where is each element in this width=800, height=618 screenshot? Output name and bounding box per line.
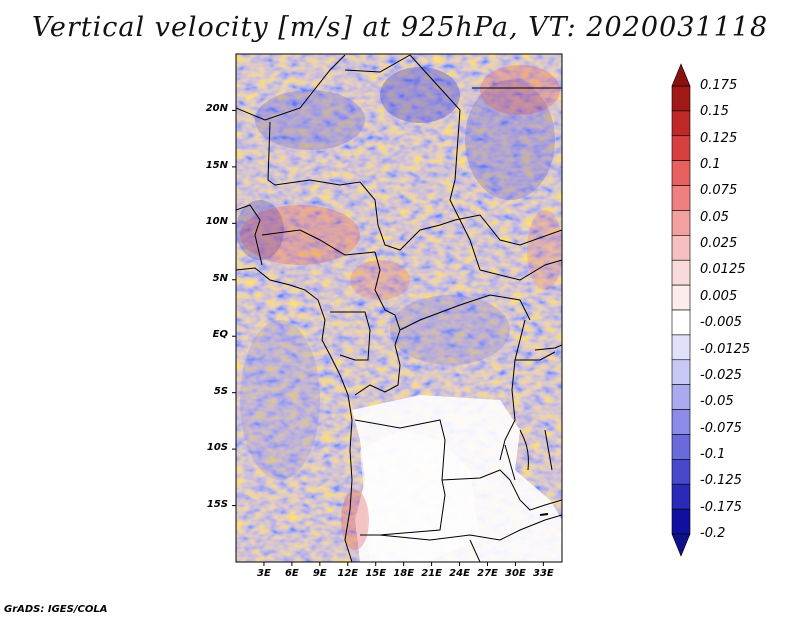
chart-title: Vertical velocity [m/s] at 925hPa, VT: 2… <box>31 12 769 43</box>
colorbar-label: 0.005 <box>700 288 738 304</box>
lon-tick-label: 12E <box>337 568 359 579</box>
colorbar-segment <box>671 483 691 510</box>
colorbar-segment <box>671 135 691 161</box>
lon-tick-label: 6E <box>284 568 299 579</box>
colorbar-label: -0.175 <box>700 499 742 515</box>
colorbar-label: -0.125 <box>700 473 742 489</box>
lon-tick-label: 15E <box>365 568 387 579</box>
lon-tick-label: 18E <box>393 568 415 579</box>
lat-tick-label: 5N <box>212 272 228 284</box>
colorbar-cap-bottom <box>671 533 691 557</box>
colorbar-label: -0.05 <box>700 394 734 410</box>
lat-tick-label: 5S <box>213 385 228 397</box>
colorbar-label: 0.025 <box>700 236 738 252</box>
lon-tick-label: 27E <box>477 568 498 579</box>
colorbar-label: -0.1 <box>700 446 726 462</box>
colorbar-label: 0.175 <box>700 78 738 93</box>
lon-tick-label: 3E <box>257 568 271 579</box>
colorbar-label: 0.15 <box>700 104 729 120</box>
colorbar-segment <box>671 434 691 460</box>
colorbar-label: 0.125 <box>700 130 738 146</box>
colorbar-segment <box>671 309 691 336</box>
lon-tick-label: 30E <box>505 568 526 579</box>
footer-credit: GrADS: IGES/COLA <box>4 604 108 615</box>
colorbar-label: -0.0125 <box>700 341 751 357</box>
lat-tick-label: 10S <box>206 442 228 454</box>
colorbar-cap-top <box>671 63 691 87</box>
colorbar-label: 0.0125 <box>700 262 746 278</box>
colorbar-segment <box>671 359 691 385</box>
colorbar-segment <box>671 284 691 311</box>
colorbar-segment <box>671 384 691 410</box>
colorbar-segment <box>671 334 691 361</box>
lon-tick-label: 24E <box>449 568 470 579</box>
colorbar-label: 0.1 <box>700 157 721 173</box>
colorbar-segment <box>671 85 691 112</box>
lon-tick-label: 9E <box>312 568 327 579</box>
lon-tick-label: 33E <box>532 568 554 579</box>
country-borders <box>236 54 562 562</box>
axis-ticks <box>232 109 544 566</box>
colorbar <box>671 63 691 557</box>
lat-tick-label: 15S <box>206 498 228 510</box>
colorbar-segment <box>671 508 691 535</box>
colorbar-label: -0.2 <box>700 526 726 541</box>
colorbar-segment <box>671 409 691 435</box>
lon-tick-label: 21E <box>421 568 442 579</box>
colorbar-label: -0.005 <box>700 315 742 331</box>
colorbar-segment <box>671 210 691 236</box>
lat-tick-label: 15N <box>205 159 228 171</box>
colorbar-segment <box>671 185 691 211</box>
colorbar-segment <box>671 259 691 286</box>
map-frame <box>235 53 563 563</box>
colorbar-label: 0.05 <box>700 209 729 225</box>
colorbar-label: -0.025 <box>700 367 742 383</box>
colorbar-segment <box>671 160 691 186</box>
lat-tick-label: EQ <box>212 329 228 341</box>
lat-tick-label: 10N <box>205 216 228 228</box>
colorbar-segment <box>671 459 691 485</box>
colorbar-segment <box>671 110 691 137</box>
colorbar-label: 0.075 <box>700 183 738 199</box>
lat-tick-label: 20N <box>205 103 228 115</box>
colorbar-label: -0.075 <box>700 420 742 436</box>
colorbar-segment <box>671 235 691 261</box>
map-field <box>236 54 562 562</box>
